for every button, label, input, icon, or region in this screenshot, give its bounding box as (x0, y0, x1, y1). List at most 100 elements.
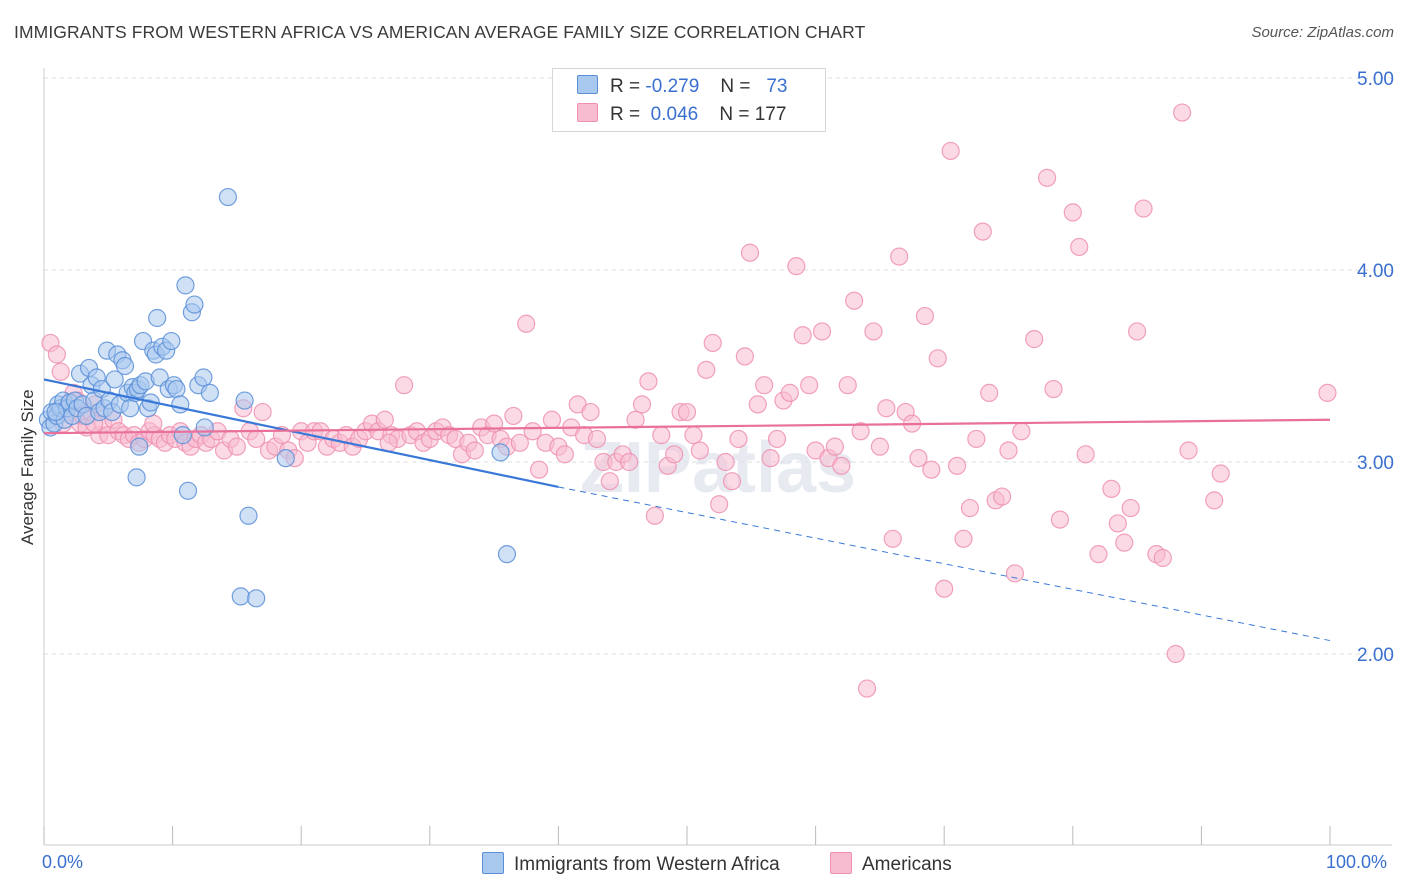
y-tick-label: 5.00 (1357, 69, 1394, 90)
americans-point (697, 360, 716, 379)
americans-point (1153, 548, 1172, 568)
western-africa-point (173, 426, 192, 445)
americans-point (504, 406, 523, 426)
americans-point (620, 452, 639, 472)
americans-point (780, 383, 799, 402)
n-value: 73 (766, 76, 788, 97)
western-africa-point (121, 399, 140, 418)
americans-point (992, 487, 1012, 506)
western-africa-point (130, 437, 149, 456)
americans-point (1166, 644, 1185, 664)
americans-point (1179, 441, 1198, 460)
western-africa-point (115, 356, 135, 376)
americans-point (767, 429, 787, 449)
western-africa-point (185, 295, 204, 314)
americans-point (851, 422, 870, 441)
americans-point (684, 426, 703, 445)
americans-point (857, 679, 877, 698)
r-value: -0.279 (645, 76, 700, 97)
legend-item-western-africa[interactable]: Immigrants from Western Africa (482, 852, 780, 876)
americans-point (581, 402, 600, 422)
americans-point (1025, 330, 1044, 349)
americans-point (740, 243, 760, 262)
americans-point (710, 495, 729, 514)
americans-point (587, 429, 607, 449)
americans-point (626, 410, 645, 429)
americans-point (954, 529, 973, 548)
americans-point (755, 376, 774, 395)
americans-point (600, 472, 619, 491)
americans-point (639, 372, 658, 391)
western-africa-point (491, 443, 510, 462)
americans-point (716, 452, 735, 472)
western-africa-point (105, 370, 124, 389)
americans-point (980, 383, 999, 402)
western-africa-point (178, 481, 198, 500)
americans-point (253, 402, 272, 422)
americans-point (947, 456, 967, 475)
western-africa-point (200, 383, 219, 402)
americans-point (909, 449, 928, 468)
y-tick-label: 4.00 (1357, 261, 1394, 282)
western-africa-point (127, 468, 146, 487)
americans-point (394, 376, 414, 395)
trend-line-americans (43, 418, 1331, 435)
legend-label: Americans (862, 854, 952, 875)
americans-point (1102, 479, 1121, 498)
americans-point (555, 445, 574, 464)
americans-point (530, 460, 549, 479)
n-label: N = 177 (719, 104, 787, 125)
americans-point (1134, 199, 1153, 218)
legend-item-americans[interactable]: Americans (830, 852, 952, 876)
americans-point (761, 449, 780, 468)
americans-point (935, 579, 954, 598)
americans-point (915, 306, 935, 326)
americans-point (1076, 445, 1095, 464)
chart-title: IMMIGRANTS FROM WESTERN AFRICA VS AMERIC… (14, 22, 866, 42)
americans-point (51, 362, 70, 381)
trend-lines (43, 378, 1331, 642)
americans-point (832, 456, 851, 475)
x-tick-label-max: 100.0% (1326, 852, 1388, 872)
americans-point (1050, 510, 1070, 529)
americans-point (677, 402, 697, 422)
grid-lines (44, 77, 1392, 655)
americans-point (665, 445, 684, 464)
americans-point (645, 506, 664, 525)
y-tick-label: 2.00 (1357, 645, 1394, 666)
r-label: R = (610, 76, 641, 97)
americans-point (729, 429, 748, 449)
americans-point (690, 441, 709, 460)
r-label: R = (610, 104, 641, 125)
americans-point (1012, 422, 1031, 441)
western-africa-point (46, 402, 65, 422)
trend-line-western-africa-extrapolated (558, 486, 1331, 642)
americans-point (793, 326, 812, 345)
blue-swatch (577, 75, 598, 94)
western-africa-point (247, 589, 266, 608)
pink-swatch (830, 852, 852, 874)
americans-point (1115, 533, 1134, 552)
western-africa-point (148, 308, 167, 328)
americans-point (465, 441, 484, 460)
r-value: 0.046 (650, 104, 699, 125)
americans-point (47, 345, 66, 364)
western-africa-points (38, 187, 517, 608)
americans-point (1318, 383, 1337, 402)
americans-point (1063, 203, 1082, 222)
n-label: N = (720, 76, 751, 97)
americans-point (722, 472, 742, 491)
western-africa-point (176, 276, 195, 295)
americans-point (517, 314, 536, 333)
americans-point (1108, 514, 1127, 533)
americans-point (1089, 545, 1108, 564)
stats-legend: R = -0.279 N = 73 R = 0.046 N = 177 (552, 68, 826, 132)
americans-point (1070, 237, 1089, 257)
americans-point (973, 222, 992, 241)
americans-point (800, 376, 819, 395)
americans-point (1173, 103, 1192, 122)
americans-point (510, 433, 529, 452)
americans-point (967, 429, 986, 449)
americans-point (870, 437, 890, 456)
